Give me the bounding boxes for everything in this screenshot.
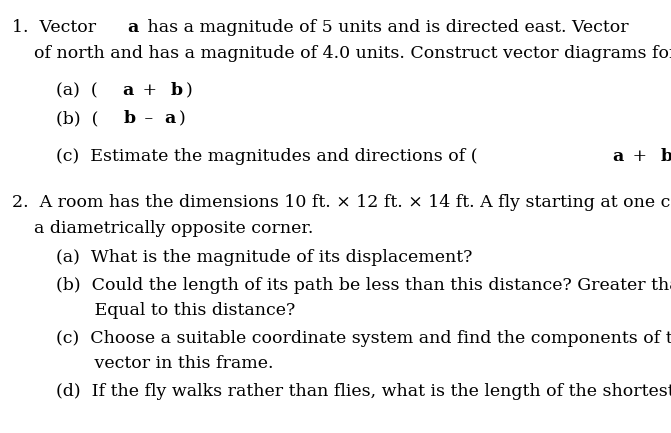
Text: +: +	[627, 148, 653, 165]
Text: b: b	[660, 148, 671, 165]
Text: (a)  What is the magnitude of its displacement?: (a) What is the magnitude of its displac…	[12, 249, 472, 266]
Text: (c)  Choose a suitable coordinate system and find the components of the displace: (c) Choose a suitable coordinate system …	[12, 330, 671, 347]
Text: a diametrically opposite corner.: a diametrically opposite corner.	[12, 220, 313, 237]
Text: of north and has a magnitude of 4.0 units. Construct vector diagrams for calcula: of north and has a magnitude of 4.0 unit…	[12, 45, 671, 62]
Text: (d)  If the fly walks rather than flies, what is the length of the shortest path: (d) If the fly walks rather than flies, …	[12, 383, 671, 400]
Text: 2.  A room has the dimensions 10 ft. × 12 ft. × 14 ft. A fly starting at one cor: 2. A room has the dimensions 10 ft. × 12…	[12, 194, 671, 211]
Text: +: +	[137, 82, 162, 99]
Text: (b)  Could the length of its path be less than this distance? Greater than this : (b) Could the length of its path be less…	[12, 277, 671, 294]
Text: a: a	[164, 110, 176, 127]
Text: ): )	[179, 110, 186, 127]
Text: has a magnitude of 5 units and is directed east. Vector: has a magnitude of 5 units and is direct…	[142, 19, 634, 36]
Text: –: –	[139, 110, 159, 127]
Text: a: a	[127, 19, 139, 36]
Text: Equal to this distance?: Equal to this distance?	[12, 302, 295, 319]
Text: a: a	[123, 82, 134, 99]
Text: (b)  (: (b) (	[12, 110, 99, 127]
Text: vector in this frame.: vector in this frame.	[12, 355, 274, 372]
Text: (a)  (: (a) (	[12, 82, 98, 99]
Text: 1.  Vector: 1. Vector	[12, 19, 102, 36]
Text: b: b	[170, 82, 183, 99]
Text: a: a	[613, 148, 624, 165]
Text: (c)  Estimate the magnitudes and directions of (: (c) Estimate the magnitudes and directio…	[12, 148, 478, 165]
Text: b: b	[123, 110, 136, 127]
Text: ): )	[186, 82, 193, 99]
